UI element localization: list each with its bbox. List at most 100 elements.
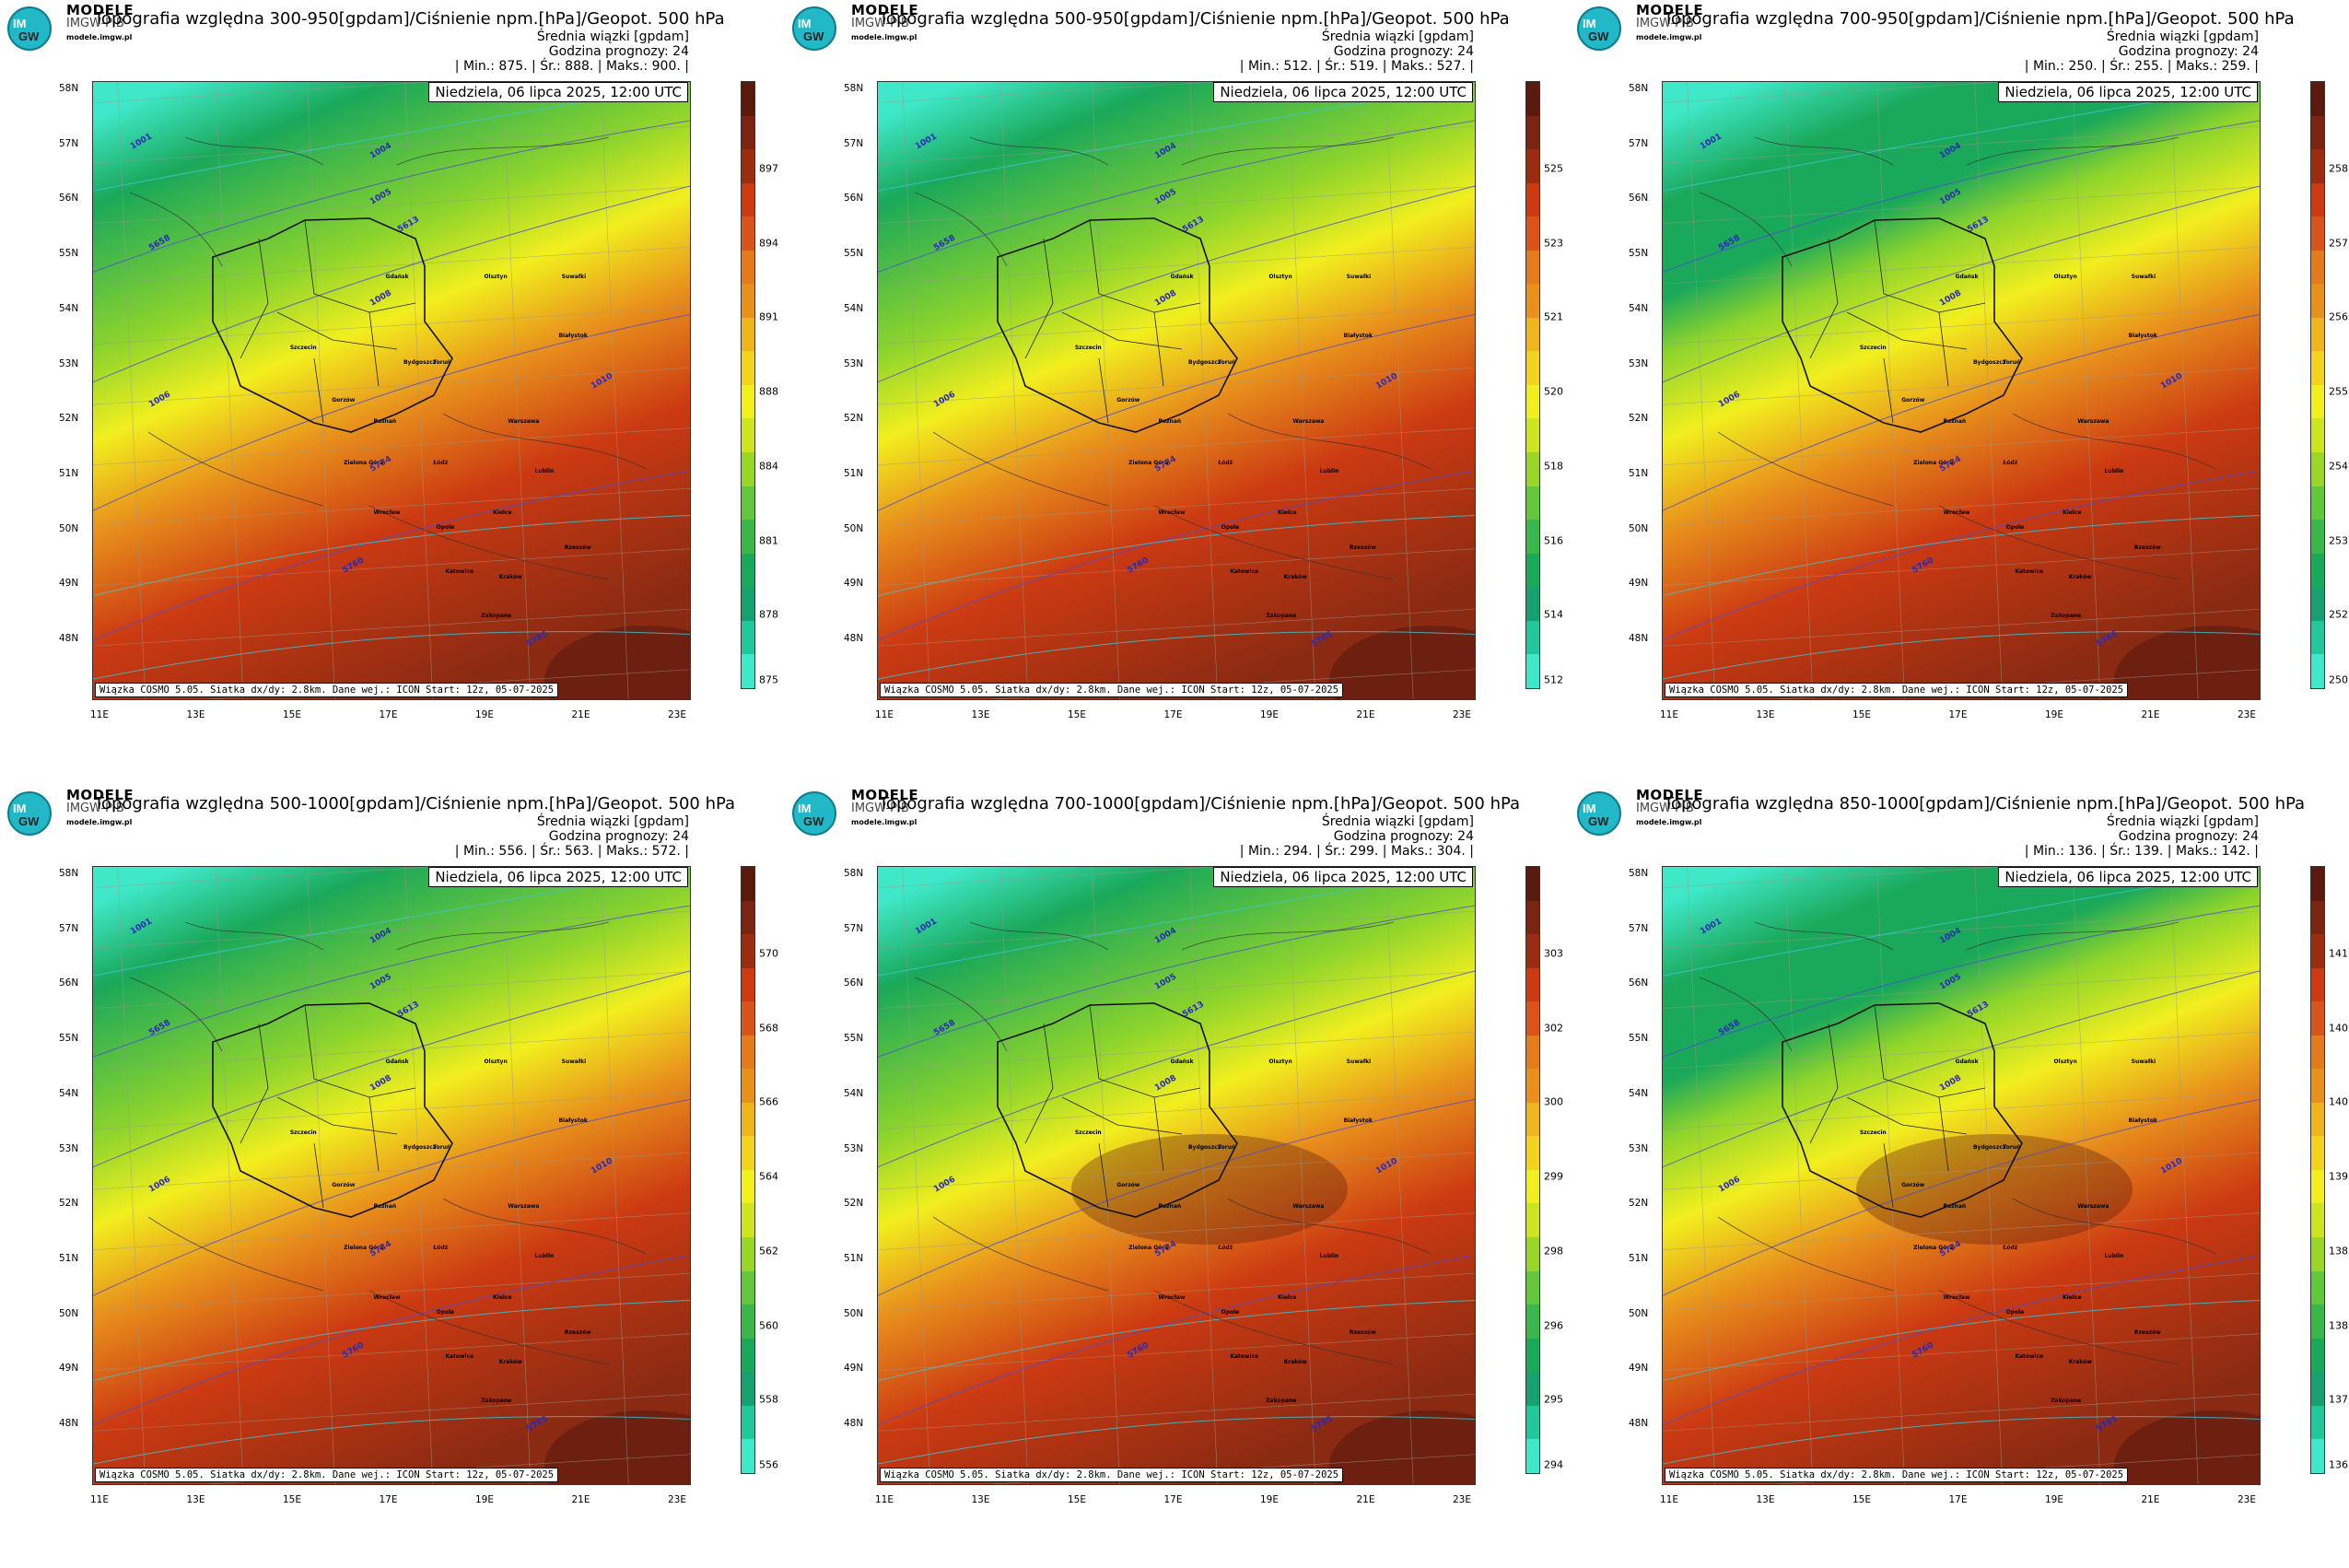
colorbar-tick-label: 296 [1544, 1319, 1563, 1331]
lat-tick-label: 53N [844, 1142, 864, 1154]
lat-tick-label: 50N [1629, 1307, 1649, 1319]
lon-tick-label: 23E [668, 1494, 686, 1505]
city-label: Bydgoszcz [403, 1143, 437, 1151]
colorbar-swatch [742, 250, 754, 285]
city-label: Lublin [534, 1253, 555, 1260]
city-label: Szczecin [1859, 344, 1887, 351]
colorbar-swatch [1526, 1439, 1539, 1473]
lat-tick-label: 52N [1629, 1198, 1649, 1210]
map-subtitle: Średnia wiązki [gpdam] [1321, 29, 1474, 44]
city-label: Zakopane [481, 613, 512, 619]
lat-tick-label: 51N [844, 1252, 864, 1264]
run-info: Wiązka COSMO 5.05. Siatka dx/dy: 2.8km. … [1665, 1468, 2129, 1482]
city-label: Suwałki [1346, 1059, 1372, 1065]
map-panel: IM GW MODELE IMGW-PIB modele.imgw.pl Topograf… [0, 0, 783, 783]
colorbar-tick-label: 298 [1544, 1245, 1563, 1258]
colorbar-swatch [2311, 1069, 2324, 1103]
colorbar-swatch [2311, 1102, 2324, 1137]
city-label: Kraków [2068, 574, 2092, 581]
map-panel: IM GW MODELE IMGW-PIB modele.imgw.pl Topograf… [1570, 785, 2349, 1568]
logo-text-im: IM [798, 17, 811, 30]
city-label: Szczecin [1859, 1129, 1887, 1136]
run-info: Wiązka COSMO 5.05. Siatka dx/dy: 2.8km. … [95, 1468, 559, 1482]
colorbar-swatch [742, 317, 754, 352]
map-area: Gdańsk Olsztyn Suwałki Szczecin Bydgoszcz Tor… [92, 866, 691, 1485]
logo-text-im: IM [13, 802, 26, 815]
colorbar-swatch [1526, 1305, 1539, 1339]
city-label: Gorzów [1116, 397, 1140, 404]
city-label: Kielce [2063, 509, 2082, 516]
colorbar-swatch [2311, 250, 2324, 285]
lat-tick-label: 52N [59, 1198, 79, 1210]
lon-tick-label: 15E [1068, 1494, 1086, 1505]
colorbar-tick-label: 303 [1544, 947, 1563, 960]
city-label: Kraków [1283, 574, 1307, 581]
field-stats: | Min.: 294. | Śr.: 299. | Maks.: 304. | [1239, 844, 1474, 859]
city-label: Kraków [498, 574, 522, 581]
city-label: Szczecin [1074, 1129, 1102, 1136]
lat-tick-label: 52N [844, 413, 864, 425]
city-label: Suwałki [561, 274, 587, 280]
lon-tick-label: 15E [1852, 1494, 1871, 1505]
city-label: Toruń [2003, 1143, 2021, 1151]
city-label: Warszawa [2077, 417, 2109, 425]
map-title: Topografia względna 850-1000[gpdam]/Ciśn… [1664, 794, 2306, 813]
city-label: Warszawa [1292, 1202, 1325, 1210]
brand-url: modele.imgw.pl [1636, 33, 1702, 41]
lat-tick-label: 56N [1629, 193, 1649, 205]
lat-tick-label: 49N [1629, 1363, 1649, 1375]
map-subtitle: Średnia wiązki [gpdam] [536, 814, 689, 829]
forecast-field-map [878, 82, 1475, 699]
lon-tick-label: 15E [283, 709, 301, 720]
lat-tick-label: 58N [59, 83, 79, 94]
logo-text-im: IM [1583, 802, 1595, 815]
imgw-logo: IM GW [789, 790, 844, 837]
colorbar-swatch [2311, 934, 2324, 968]
colorbar-swatch [742, 115, 754, 150]
city-label: Gdańsk [1955, 274, 1979, 280]
lat-tick-label: 54N [59, 302, 79, 314]
forecast-hour: Godzina prognozy: 24 [2118, 829, 2259, 844]
colorbar-swatch [2311, 317, 2324, 352]
lat-tick-label: 51N [844, 467, 864, 479]
colorbar-swatch [1526, 1405, 1539, 1440]
lat-tick-label: 58N [1629, 868, 1649, 879]
forecast-hour: Godzina prognozy: 24 [1333, 829, 1474, 844]
forecast-field-map [1663, 82, 2260, 699]
colorbar-swatch [1526, 620, 1539, 655]
colorbar-swatch [2311, 182, 2324, 217]
colorbar-swatch [1526, 82, 1539, 116]
colorbar-tick-label: 300 [1544, 1095, 1563, 1108]
city-label: Zielona Góra [1913, 459, 1954, 466]
colorbar-tick-label: 136 [2329, 1458, 2348, 1471]
lon-tick-label: 23E [1453, 709, 1471, 720]
map-panel: IM GW MODELE IMGW-PIB modele.imgw.pl Topograf… [785, 785, 1568, 1568]
lat-tick-label: 55N [59, 1033, 79, 1045]
colorbar-swatch [742, 452, 754, 486]
colorbar-swatch [2311, 149, 2324, 183]
colorbar-swatch [2311, 1001, 2324, 1036]
city-label: Warszawa [2077, 1202, 2109, 1210]
colorbar [741, 866, 755, 1474]
colorbar-swatch [2311, 1136, 2324, 1170]
city-label: Opole [2005, 1309, 2025, 1316]
colorbar-swatch [2311, 115, 2324, 150]
colorbar-tick-label: 141 [2329, 947, 2348, 960]
colorbar-tick-label: 256 [2329, 310, 2348, 323]
brand-name: MODELE [66, 787, 134, 803]
city-label: Gorzów [332, 1182, 356, 1189]
colorbar-swatch [2311, 867, 2324, 901]
lon-tick-label: 17E [379, 709, 398, 720]
city-label: Kielce [493, 1294, 512, 1301]
colorbar-swatch [2311, 1237, 2324, 1271]
lat-tick-label: 57N [844, 922, 864, 934]
city-label: Kielce [493, 509, 512, 516]
lat-tick-label: 57N [59, 922, 79, 934]
colorbar-swatch [742, 182, 754, 217]
colorbar-swatch [1526, 418, 1539, 453]
city-label: Bydgoszcz [1972, 358, 2006, 366]
brand-name: MODELE [851, 2, 919, 18]
colorbar-swatch [2311, 1338, 2324, 1373]
valid-date: Niedziela, 06 lipca 2025, 12:00 UTC [428, 867, 688, 887]
colorbar-swatch [1526, 934, 1539, 968]
